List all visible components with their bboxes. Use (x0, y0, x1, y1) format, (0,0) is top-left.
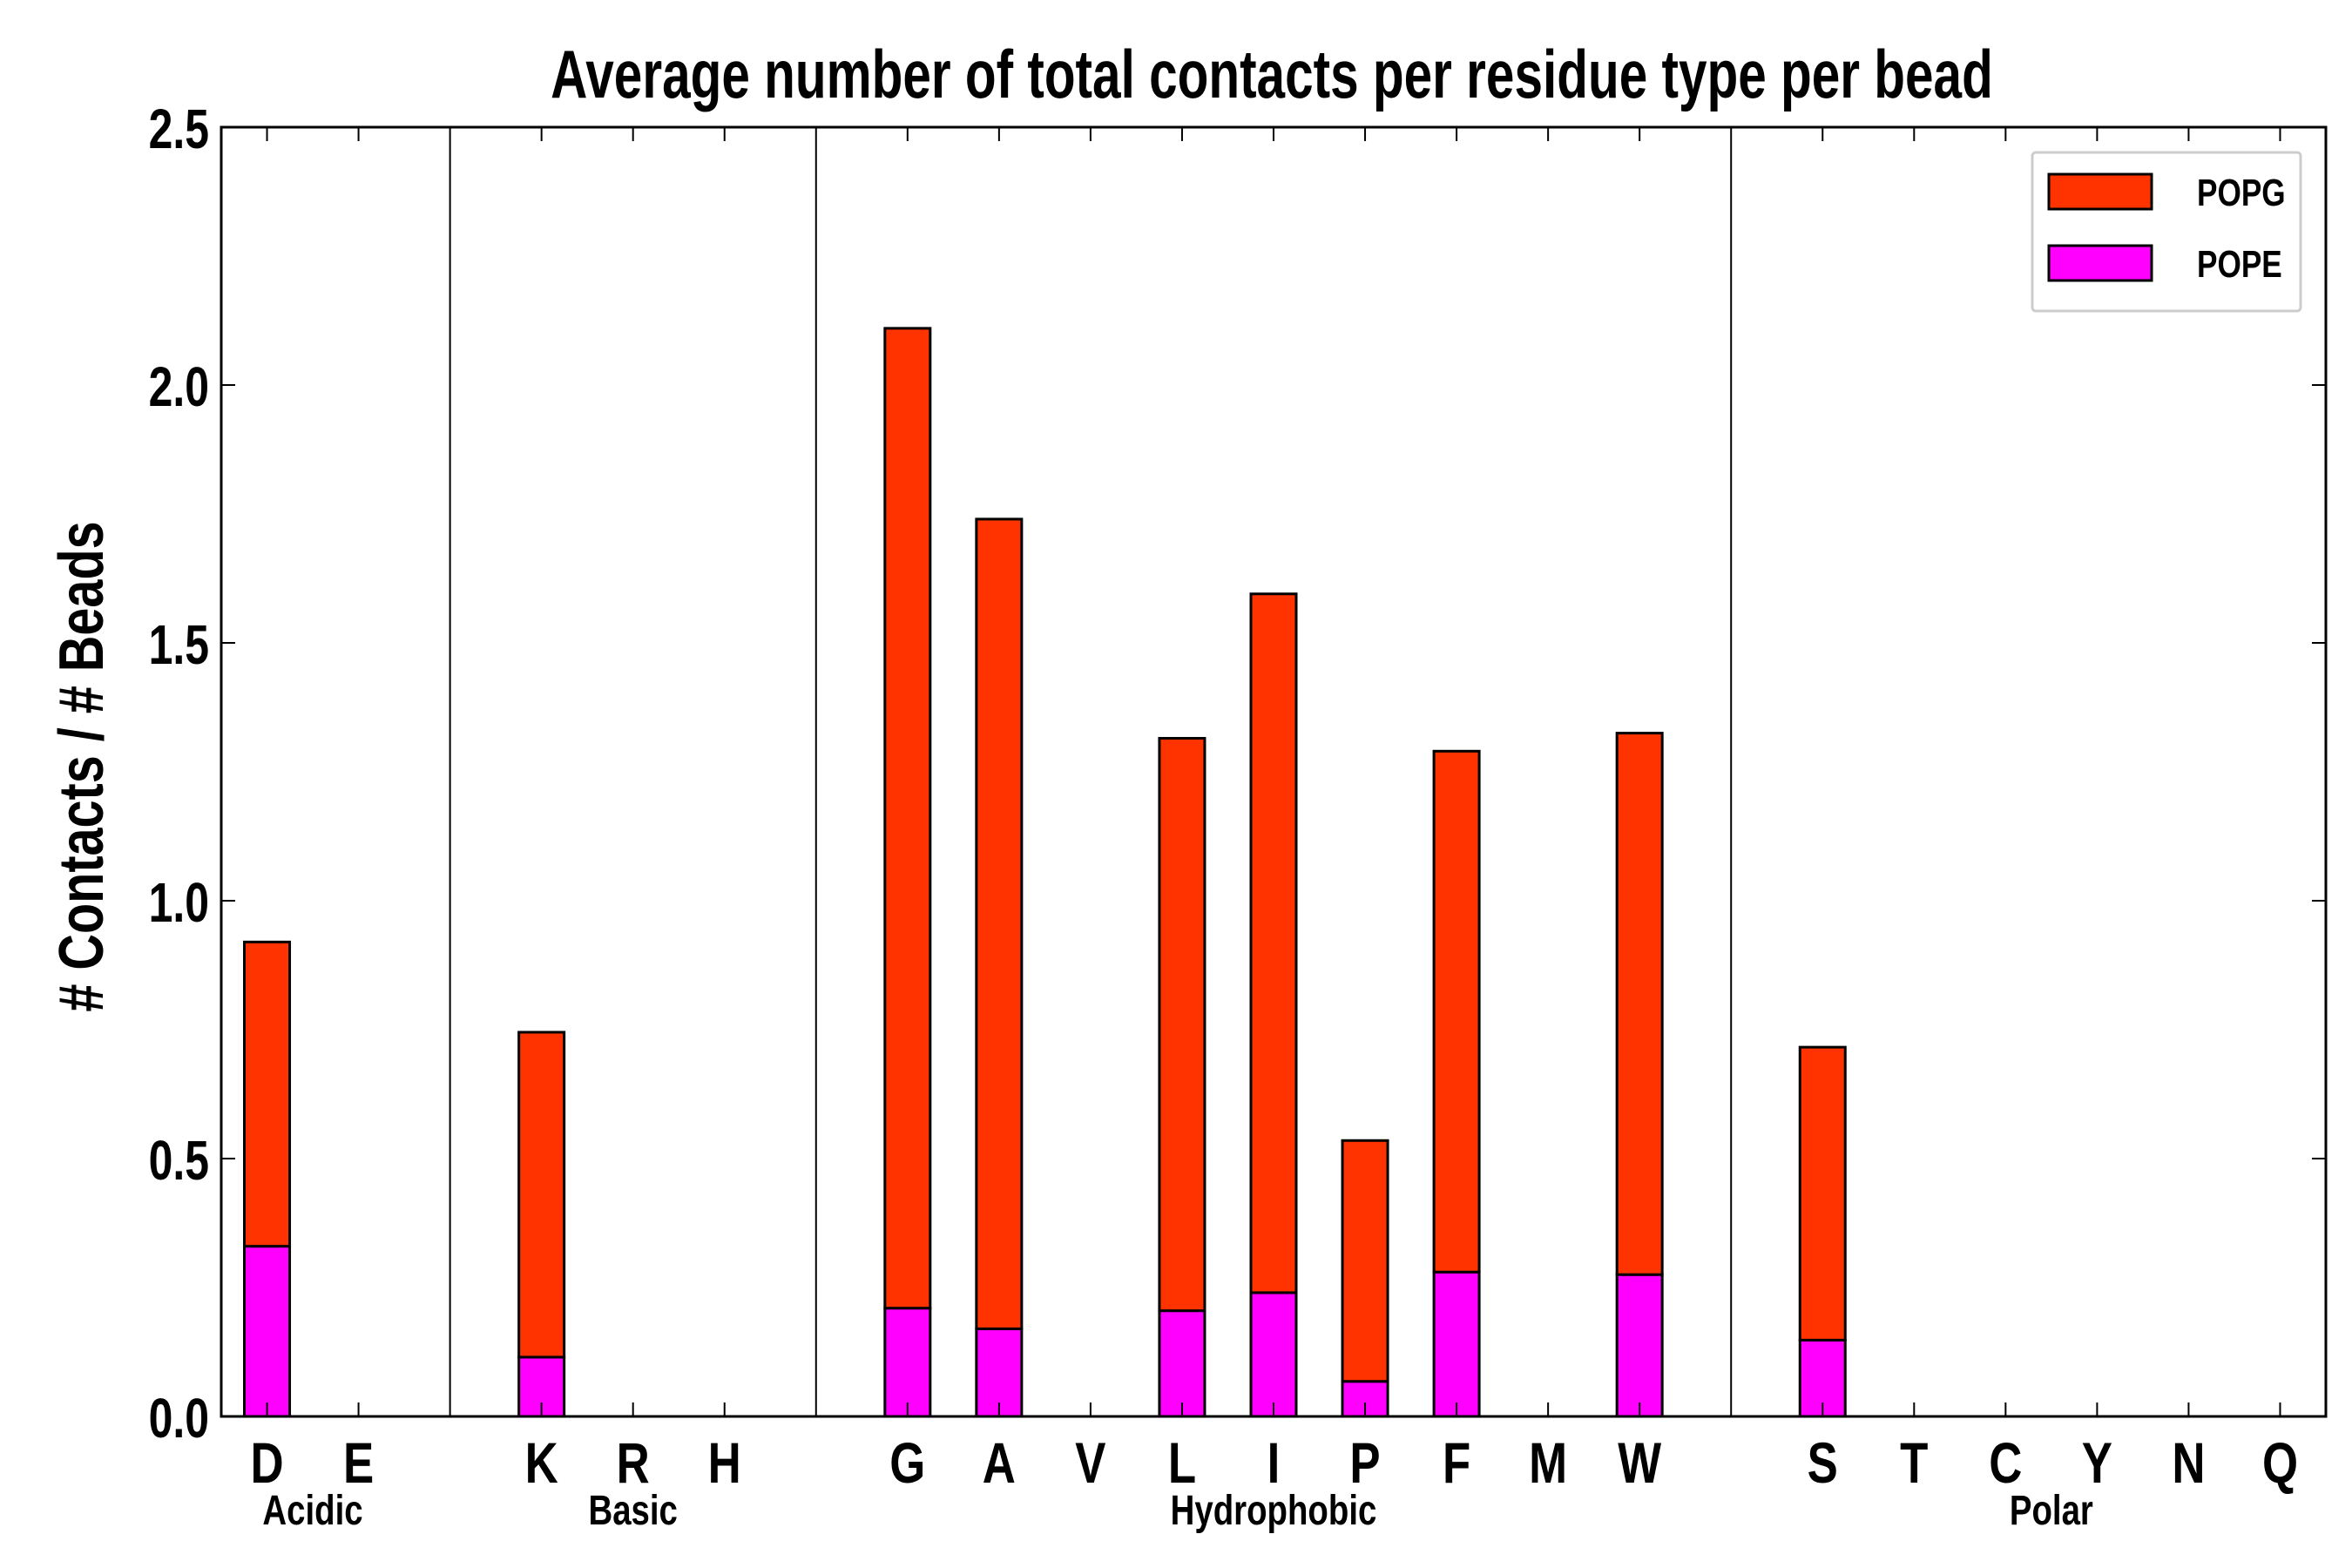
x-tick-label: G (889, 1430, 925, 1495)
x-tick-label: V (1075, 1430, 1105, 1495)
legend: POPG POPE (2031, 151, 2302, 313)
y-tick-label: 0.5 (149, 1130, 209, 1192)
x-tick-label: S (1808, 1430, 1838, 1495)
x-tick-label: I (1267, 1430, 1281, 1495)
y-tick-label: 1.0 (149, 872, 209, 934)
y-tick-label: 2.0 (149, 356, 209, 418)
x-tick-label: D (250, 1430, 283, 1495)
x-tick-label: L (1168, 1430, 1196, 1495)
bar-popg (1615, 732, 1664, 1276)
x-tick-label: N (2172, 1430, 2205, 1495)
x-tick-label: W (1618, 1430, 1661, 1495)
bar-popg (883, 327, 932, 1310)
group-label: Acidic (262, 1488, 362, 1534)
legend-label-popg: POPG (2197, 172, 2286, 214)
x-tick-label: Q (2262, 1430, 2298, 1495)
bar-popg (975, 517, 1024, 1330)
x-tick-label: R (617, 1430, 650, 1495)
legend-swatch-pope (2047, 244, 2153, 282)
x-tick-label: P (1349, 1430, 1380, 1495)
x-tick-label: H (708, 1430, 741, 1495)
x-tick-label: C (1989, 1430, 2022, 1495)
bar-popg (1798, 1045, 1847, 1342)
bar-pope (1432, 1270, 1481, 1418)
bar-pope (1249, 1291, 1298, 1418)
x-tick-label: T (1900, 1430, 1928, 1495)
group-label: Hydrophobic (1171, 1488, 1377, 1534)
bar-pope (883, 1307, 932, 1418)
bar-popg (1341, 1139, 1389, 1383)
x-tick-label: Y (2082, 1430, 2112, 1495)
y-tick-label: 0.0 (149, 1388, 209, 1450)
bar-pope (1158, 1309, 1206, 1418)
y-axis-label: # Contacts / # Beads (46, 521, 117, 1011)
legend-swatch-popg (2047, 172, 2153, 211)
x-tick-label: E (343, 1430, 374, 1495)
group-label: Basic (588, 1488, 677, 1534)
chart-title: Average number of total contacts per res… (551, 37, 1993, 112)
bar-popg (1432, 749, 1481, 1274)
bar-popg (243, 940, 292, 1248)
x-tick-label: A (983, 1430, 1016, 1495)
x-tick-label: M (1529, 1430, 1567, 1495)
legend-label-pope: POPE (2197, 243, 2282, 286)
x-tick-label: K (525, 1430, 558, 1495)
x-tick-label: F (1443, 1430, 1470, 1495)
bar-pope (1615, 1273, 1664, 1418)
y-tick-label: 2.5 (149, 98, 209, 160)
bar-popg (517, 1031, 566, 1359)
bar-popg (1249, 592, 1298, 1294)
bar-popg (1158, 737, 1206, 1313)
group-label: Polar (2010, 1488, 2093, 1534)
y-tick-label: 1.5 (149, 614, 209, 676)
bar-pope (243, 1245, 292, 1418)
